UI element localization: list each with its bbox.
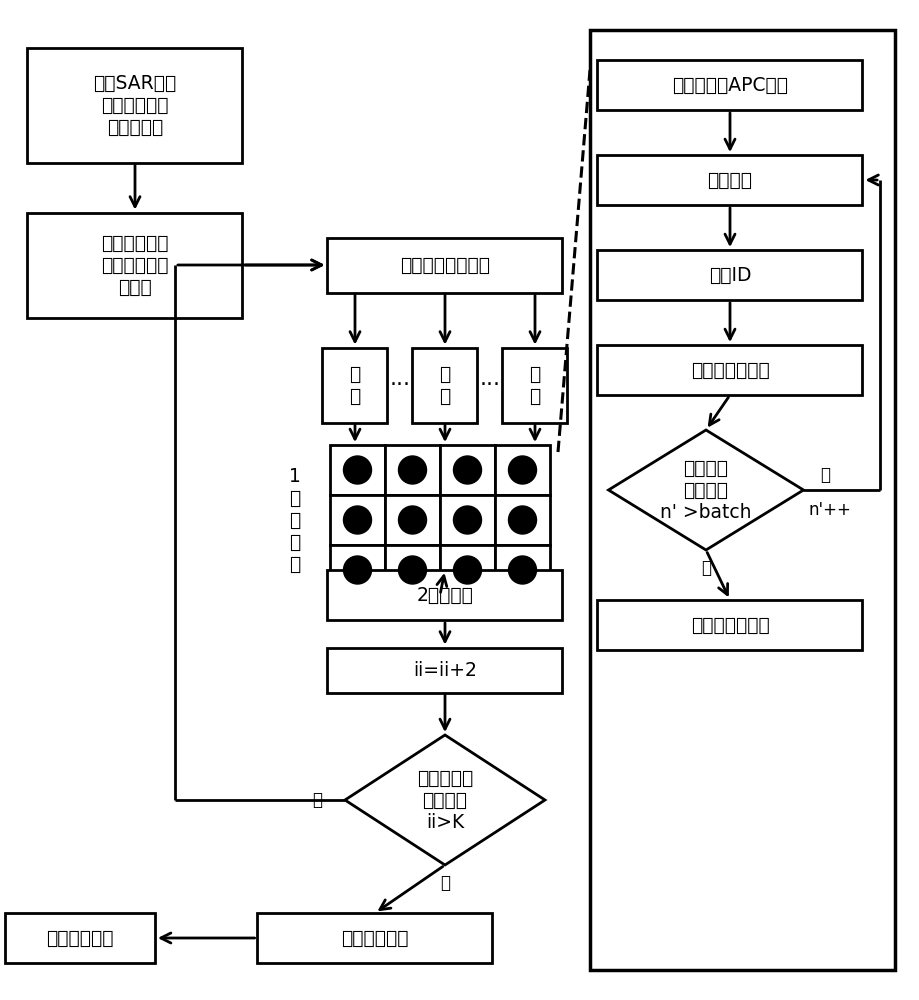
Text: 否: 否 (820, 466, 830, 484)
Circle shape (453, 506, 481, 534)
Circle shape (508, 506, 536, 534)
Text: 线
程: 线 程 (439, 364, 450, 406)
Bar (327, 237, 562, 292)
Text: 是: 是 (700, 559, 710, 577)
Bar (494, 545, 550, 595)
Text: 计算ID: 计算ID (708, 265, 751, 284)
Bar (596, 345, 862, 395)
Bar (327, 570, 562, 620)
Bar (494, 445, 550, 495)
Bar (257, 913, 492, 963)
Circle shape (343, 506, 371, 534)
Bar (28, 213, 243, 318)
Text: 输出成像结果: 输出成像结果 (46, 928, 114, 948)
Text: 成像结果叠加: 成像结果叠加 (341, 928, 408, 948)
Bar (384, 495, 439, 545)
Bar (384, 545, 439, 595)
Bar (502, 348, 567, 422)
Circle shape (453, 556, 481, 584)
Bar (330, 495, 384, 545)
Text: 读取数据及APC轨迹: 读取数据及APC轨迹 (671, 76, 788, 95)
Circle shape (343, 556, 371, 584)
Circle shape (343, 456, 371, 484)
Text: 输出单个像素点: 输出单个像素点 (690, 615, 768, 635)
Text: 否: 否 (312, 791, 322, 809)
Bar (596, 155, 862, 205)
Bar (439, 545, 494, 595)
Text: 2号流内核: 2号流内核 (416, 585, 473, 604)
Bar (412, 348, 477, 422)
Bar (596, 250, 862, 300)
Bar (589, 30, 894, 970)
Text: ···: ··· (389, 375, 410, 395)
Text: 数据分块异步传输: 数据分块异步传输 (400, 255, 490, 274)
Text: 补偿相位并叠加: 补偿相位并叠加 (690, 360, 768, 379)
Circle shape (398, 456, 426, 484)
Bar (439, 495, 494, 545)
Circle shape (453, 456, 481, 484)
Text: ii=ii+2: ii=ii+2 (413, 660, 476, 680)
Bar (330, 445, 384, 495)
Text: 读取SAR原始
数据，并初始
化系统参数: 读取SAR原始 数据，并初始 化系统参数 (93, 74, 176, 136)
Polygon shape (607, 430, 802, 550)
Circle shape (398, 506, 426, 534)
Polygon shape (345, 735, 544, 865)
Bar (596, 60, 862, 110)
Circle shape (508, 456, 536, 484)
Bar (327, 648, 562, 692)
Text: 计算斜距: 计算斜距 (707, 170, 752, 190)
Text: n'++: n'++ (807, 501, 850, 519)
Bar (494, 495, 550, 545)
Text: 是: 是 (439, 874, 449, 892)
Text: 线
程: 线 程 (528, 364, 540, 406)
Bar (439, 445, 494, 495)
Circle shape (398, 556, 426, 584)
Bar (384, 445, 439, 495)
Bar (323, 348, 387, 422)
Circle shape (508, 556, 536, 584)
Bar (330, 545, 384, 595)
Text: 分配主机端内
存，并传统方
法脉压: 分配主机端内 存，并传统方 法脉压 (101, 233, 168, 296)
Text: 方位向数据
处理完毕
ii>K: 方位向数据 处理完毕 ii>K (416, 768, 472, 832)
Bar (5, 913, 154, 963)
Text: ···: ··· (479, 375, 500, 395)
Text: 1
号
流
内
核: 1 号 流 内 核 (289, 466, 301, 574)
Bar (28, 47, 243, 162)
Text: 线
程: 线 程 (349, 364, 360, 406)
Bar (596, 600, 862, 650)
Text: 单块数据
处理完毕
n' >batch: 单块数据 处理完毕 n' >batch (660, 458, 751, 522)
